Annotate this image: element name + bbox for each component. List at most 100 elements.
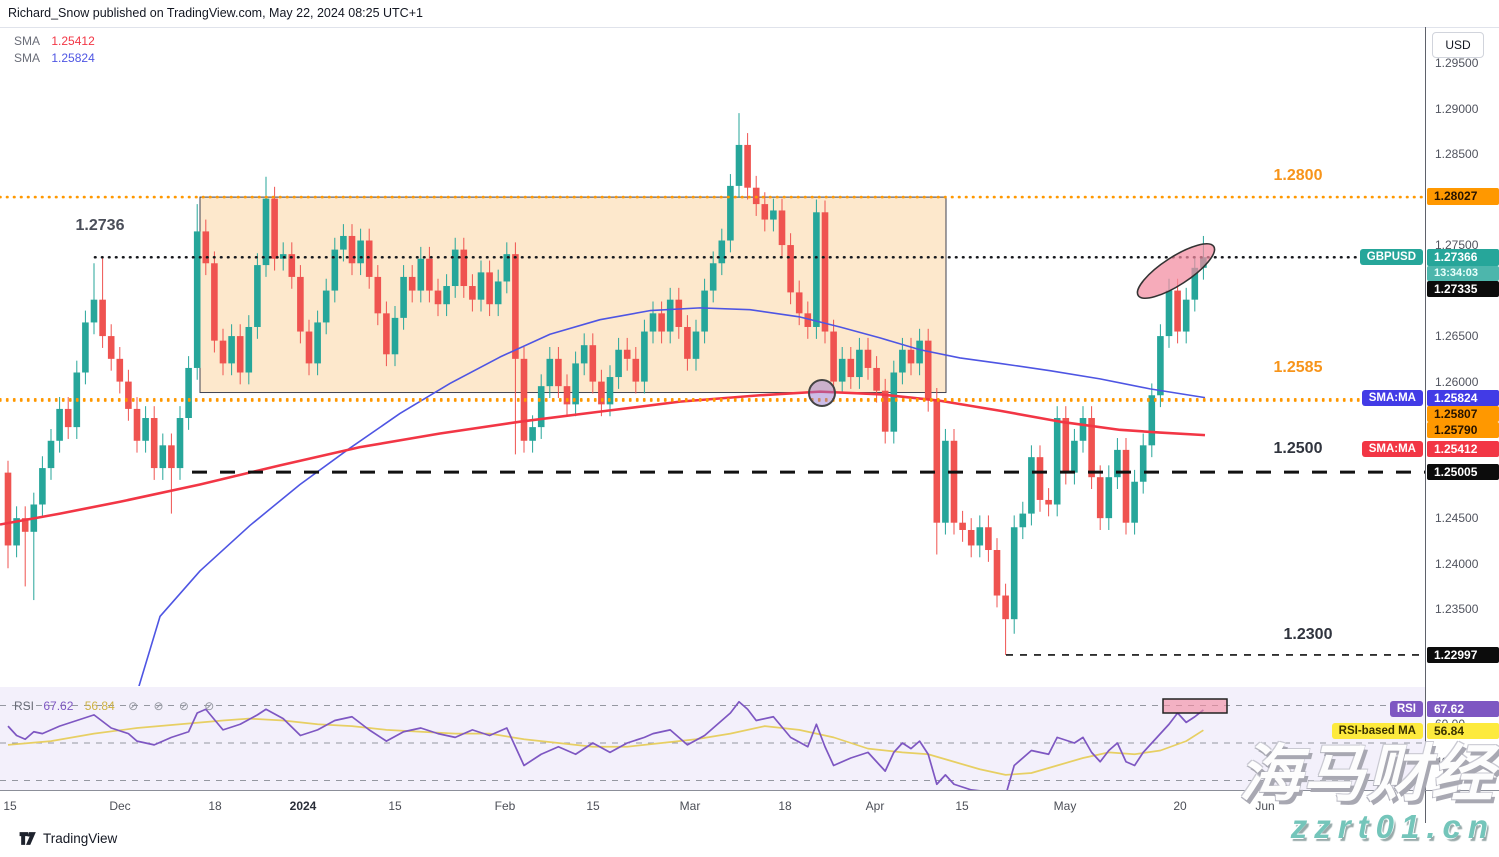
- candle[interactable]: [666, 287, 674, 344]
- candle[interactable]: [967, 518, 975, 558]
- candle[interactable]: [314, 310, 321, 376]
- candle[interactable]: [159, 433, 167, 480]
- candle[interactable]: [675, 287, 683, 339]
- candle[interactable]: [1002, 583, 1009, 655]
- candle[interactable]: [331, 237, 339, 303]
- rsi-line[interactable]: [7, 700, 1204, 796]
- candle[interactable]: [770, 198, 777, 232]
- candle[interactable]: [623, 337, 631, 371]
- candle[interactable]: [245, 315, 253, 385]
- candle[interactable]: [82, 310, 89, 385]
- candle[interactable]: [39, 456, 46, 517]
- candle[interactable]: [391, 306, 399, 367]
- candle[interactable]: [649, 301, 657, 344]
- candle[interactable]: [460, 237, 468, 298]
- candle[interactable]: [959, 510, 966, 542]
- candle[interactable]: [357, 228, 364, 276]
- candle[interactable]: [417, 246, 425, 303]
- candle[interactable]: [942, 428, 949, 535]
- candle[interactable]: [890, 360, 898, 444]
- candle[interactable]: [374, 265, 382, 326]
- candle[interactable]: [116, 347, 124, 394]
- rsi-highlight-box[interactable]: [1162, 698, 1228, 714]
- candle[interactable]: [1079, 406, 1087, 453]
- indicator-legend[interactable]: SMA 1.25412 SMA 1.25824: [14, 33, 95, 67]
- candle[interactable]: [1131, 469, 1138, 535]
- candle[interactable]: [907, 337, 915, 376]
- candle[interactable]: [434, 278, 442, 317]
- candle[interactable]: [142, 406, 149, 453]
- candle[interactable]: [684, 315, 691, 371]
- candle[interactable]: [486, 260, 493, 317]
- candle[interactable]: [606, 365, 614, 417]
- main-pane[interactable]: [0, 113, 1425, 709]
- candle[interactable]: [985, 515, 992, 562]
- candle[interactable]: [787, 233, 794, 305]
- circle-annotation[interactable]: [808, 379, 836, 407]
- candle[interactable]: [632, 347, 640, 394]
- ellipse-annotation[interactable]: [1131, 235, 1222, 308]
- candle[interactable]: [494, 269, 502, 317]
- candle[interactable]: [1148, 383, 1156, 458]
- candle[interactable]: [297, 265, 304, 344]
- candle[interactable]: [477, 260, 485, 312]
- rsi-legend[interactable]: RSI 67.62 56.84 ⊘ ⊘ ⊘ ⊘: [14, 699, 220, 713]
- candle[interactable]: [847, 347, 855, 389]
- candle[interactable]: [572, 351, 579, 417]
- candle[interactable]: [1105, 465, 1113, 530]
- candle[interactable]: [426, 246, 433, 303]
- rsi-ma-line[interactable]: [7, 717, 1204, 776]
- candle[interactable]: [451, 237, 459, 298]
- candle[interactable]: [555, 347, 562, 398]
- candle[interactable]: [1045, 488, 1052, 517]
- candle[interactable]: [701, 278, 708, 344]
- candle[interactable]: [658, 301, 665, 344]
- candle[interactable]: [795, 280, 803, 326]
- candle[interactable]: [202, 219, 210, 276]
- candle[interactable]: [838, 347, 846, 394]
- candle[interactable]: [400, 265, 407, 330]
- candle[interactable]: [1036, 445, 1044, 512]
- candle[interactable]: [1096, 465, 1104, 530]
- sma-legend-row[interactable]: SMA 1.25412: [14, 33, 95, 50]
- candle[interactable]: [193, 204, 201, 380]
- candle[interactable]: [365, 228, 373, 289]
- candle[interactable]: [348, 224, 356, 276]
- candle[interactable]: [99, 257, 106, 348]
- candle[interactable]: [150, 406, 158, 480]
- candle[interactable]: [1028, 445, 1035, 526]
- hidden-plots-icons[interactable]: ⊘ ⊘ ⊘ ⊘: [128, 699, 221, 713]
- candle[interactable]: [211, 251, 218, 353]
- candle[interactable]: [254, 253, 261, 339]
- candle[interactable]: [589, 333, 597, 394]
- candle[interactable]: [228, 324, 235, 376]
- candle[interactable]: [107, 324, 115, 371]
- candle[interactable]: [813, 199, 820, 339]
- candle[interactable]: [976, 515, 984, 558]
- candle[interactable]: [90, 263, 98, 335]
- candle[interactable]: [580, 333, 588, 376]
- candle[interactable]: [615, 337, 622, 389]
- candle[interactable]: [718, 228, 726, 276]
- price-axis-border[interactable]: [1425, 27, 1426, 823]
- candle[interactable]: [1122, 438, 1130, 535]
- candle[interactable]: [1182, 287, 1190, 344]
- candle[interactable]: [322, 278, 330, 335]
- candle[interactable]: [176, 406, 184, 480]
- candle[interactable]: [598, 369, 605, 417]
- candle[interactable]: [125, 369, 132, 421]
- candle[interactable]: [133, 397, 141, 453]
- candle[interactable]: [727, 174, 734, 253]
- candle[interactable]: [1071, 428, 1078, 485]
- candle[interactable]: [408, 265, 416, 303]
- candle[interactable]: [950, 428, 958, 535]
- candle[interactable]: [13, 506, 20, 558]
- candle[interactable]: [744, 133, 751, 200]
- candle[interactable]: [219, 328, 227, 376]
- candle[interactable]: [916, 328, 923, 376]
- candle[interactable]: [64, 397, 72, 439]
- candle[interactable]: [1174, 278, 1181, 344]
- candle[interactable]: [821, 200, 829, 344]
- candle[interactable]: [271, 186, 278, 271]
